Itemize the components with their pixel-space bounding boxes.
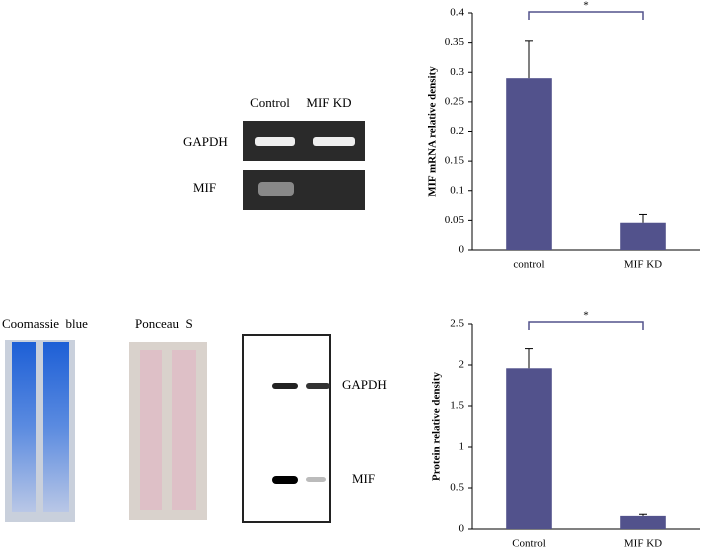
y-axis-label: MIF mRNA relative density <box>427 66 439 197</box>
y-axis-label: Protein relative density <box>431 372 443 481</box>
gel-band <box>255 137 295 146</box>
significance-bracket <box>528 321 644 330</box>
x-tick-label: Control <box>512 538 546 548</box>
lane-label: Control <box>250 95 290 110</box>
y-tick-label: 0.35 <box>445 36 465 48</box>
y-tick-label: 1 <box>459 441 465 453</box>
significance-mark: * <box>583 0 589 12</box>
bar <box>506 78 552 250</box>
y-tick-label: 0.2 <box>450 125 464 137</box>
y-tick-label: 0.05 <box>445 214 465 226</box>
x-tick-label: MIF KD <box>624 538 662 548</box>
y-tick-label: 0 <box>459 244 465 256</box>
y-tick-label: 0.1 <box>450 184 464 196</box>
x-tick-label: MIF KD <box>624 259 662 271</box>
blot-band <box>272 476 298 484</box>
y-tick-label: 0 <box>459 523 465 535</box>
band-label: MIF <box>352 471 375 486</box>
band-label: GAPDH <box>342 377 387 392</box>
bar <box>620 515 666 529</box>
gel-band <box>313 137 355 146</box>
y-tick-label: 2.5 <box>450 318 464 330</box>
bar <box>620 222 666 250</box>
blot-band <box>306 383 330 389</box>
lane-label: MIF KD <box>306 95 351 110</box>
row-label: GAPDH <box>183 134 228 149</box>
coomassie-lane <box>12 342 36 512</box>
y-tick-label: 2 <box>459 359 465 371</box>
stain-label: Ponceau S <box>135 316 193 331</box>
gel-band <box>258 182 294 196</box>
coomassie-lane <box>43 342 69 512</box>
y-tick-label: 0.25 <box>445 95 465 107</box>
significance-mark: * <box>583 310 589 322</box>
row-label: MIF <box>193 180 216 195</box>
western-blot <box>242 334 331 523</box>
y-tick-label: 0.5 <box>450 482 464 494</box>
y-tick-label: 1.5 <box>450 400 464 412</box>
x-tick-label: control <box>513 259 544 271</box>
ponceau-lane <box>140 350 162 510</box>
blot-band <box>272 383 298 389</box>
significance-bracket <box>528 11 644 20</box>
y-tick-label: 0.15 <box>445 155 465 167</box>
y-tick-label: 0.4 <box>450 7 464 19</box>
y-tick-label: 0.3 <box>450 66 464 78</box>
ponceau-lane <box>172 350 196 510</box>
blot-band <box>306 477 326 482</box>
bar <box>506 368 552 529</box>
stain-label: Coomassie blue <box>2 316 88 331</box>
